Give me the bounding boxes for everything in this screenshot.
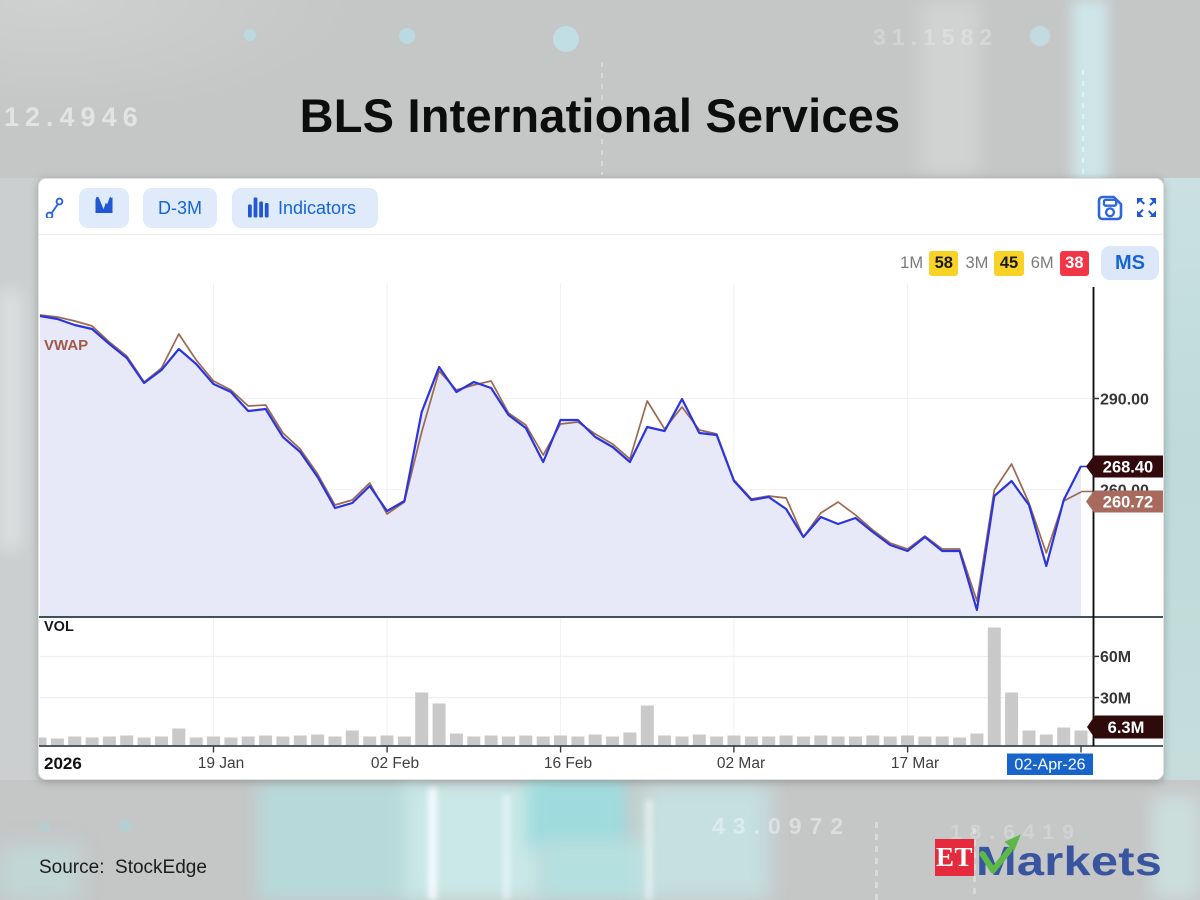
svg-text:VWAP: VWAP [44, 337, 88, 354]
svg-text:268.40: 268.40 [1103, 459, 1153, 477]
svg-text:290.00: 290.00 [1100, 392, 1149, 409]
svg-text:02 Feb: 02 Feb [371, 755, 419, 772]
svg-text:16 Feb: 16 Feb [544, 755, 592, 772]
svg-text:2026: 2026 [44, 754, 82, 773]
svg-text:02-Apr-26: 02-Apr-26 [1014, 757, 1085, 774]
svg-text:260.72: 260.72 [1103, 494, 1153, 512]
svg-text:60M: 60M [1100, 649, 1131, 666]
svg-text:VOL: VOL [44, 619, 74, 635]
svg-text:6.3M: 6.3M [1108, 719, 1145, 737]
svg-text:30M: 30M [1100, 691, 1131, 708]
svg-text:02 Mar: 02 Mar [717, 755, 765, 772]
svg-text:19 Jan: 19 Jan [198, 755, 245, 772]
svg-text:17 Mar: 17 Mar [891, 755, 939, 772]
